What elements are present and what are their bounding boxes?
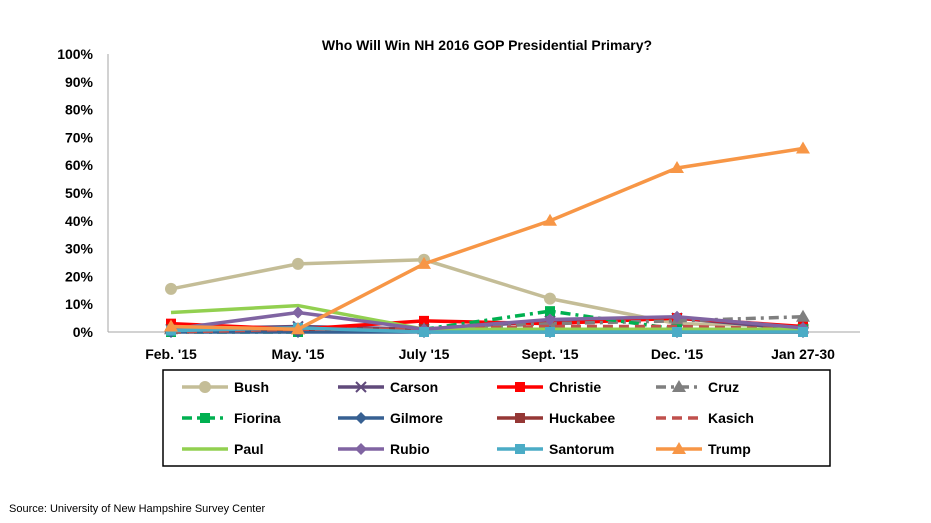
x-tick-label: July '15 — [399, 346, 450, 362]
legend-label: Santorum — [549, 441, 614, 457]
y-tick-label: 30% — [65, 241, 94, 257]
y-tick-label: 80% — [65, 102, 94, 118]
legend-label: Rubio — [390, 441, 430, 457]
legend-label: Gilmore — [390, 410, 443, 426]
legend-label: Trump — [708, 441, 751, 457]
data-point — [544, 292, 556, 305]
y-tick-label: 60% — [65, 157, 94, 173]
series-line — [170, 257, 804, 329]
data-point — [670, 160, 684, 173]
data-point — [355, 412, 367, 424]
data-point — [165, 282, 177, 295]
data-point — [199, 381, 211, 393]
legend-item-bush: Bush — [182, 379, 269, 395]
series-paul — [170, 303, 803, 331]
y-tick-label: 90% — [65, 74, 94, 90]
data-point — [672, 380, 686, 392]
series-trump — [164, 141, 810, 335]
data-point — [796, 309, 810, 322]
data-point — [796, 141, 810, 154]
data-point — [355, 443, 367, 455]
data-point — [515, 444, 525, 454]
data-point — [543, 213, 557, 226]
data-point — [545, 327, 555, 337]
data-point — [419, 327, 429, 337]
legend-label: Huckabee — [549, 410, 615, 426]
x-tick-label: Dec. '15 — [651, 346, 704, 362]
series-lines — [164, 141, 810, 338]
y-tick-label: 70% — [65, 129, 94, 145]
data-point — [798, 327, 808, 337]
data-point — [672, 442, 686, 454]
legend-label: Fiorina — [234, 410, 281, 426]
y-tick-label: 20% — [65, 268, 94, 284]
legend-label: Carson — [390, 379, 438, 395]
data-point — [545, 306, 555, 317]
y-tick-label: 40% — [65, 213, 94, 229]
chart-title: Who Will Win NH 2016 GOP Presidential Pr… — [322, 37, 652, 53]
legend-entries: Bush Carson Christie Cruz Fiorina Gilmore Huck… — [182, 379, 754, 457]
y-tick-label: 0% — [73, 324, 94, 340]
y-tick-label: 100% — [57, 46, 93, 62]
data-point — [417, 256, 431, 269]
x-tick-label: Sept. '15 — [521, 346, 578, 362]
x-tick-label: Feb. '15 — [145, 346, 197, 362]
legend-item-trump: Trump — [656, 441, 751, 457]
data-point — [292, 257, 304, 270]
source-note: Source: University of New Hampshire Surv… — [9, 503, 266, 515]
legend-item-santorum: Santorum — [497, 441, 614, 457]
data-point — [164, 319, 178, 332]
data-point — [292, 306, 304, 319]
legend-label: Kasich — [708, 410, 754, 426]
legend-label: Bush — [234, 379, 269, 395]
data-point — [544, 313, 556, 326]
legend-label: Christie — [549, 379, 601, 395]
series-line — [171, 314, 804, 331]
data-point — [672, 327, 682, 337]
legend-item-fiorina: Fiorina — [182, 410, 281, 426]
legend-item-cruz: Cruz — [656, 379, 739, 395]
data-point — [419, 315, 429, 326]
legend-item-huckabee: Huckabee — [497, 410, 615, 426]
legend-item-gilmore: Gilmore — [338, 410, 443, 426]
series-line — [170, 146, 804, 331]
data-point — [200, 413, 210, 423]
legend-item-paul: Paul — [182, 441, 264, 457]
y-tick-label: 10% — [65, 296, 94, 312]
legend-label: Paul — [234, 441, 264, 457]
legend-item-rubio: Rubio — [338, 441, 430, 457]
legend-item-christie: Christie — [497, 379, 601, 395]
legend-item-carson: Carson — [338, 379, 438, 395]
legend — [162, 369, 831, 467]
data-point — [515, 413, 525, 423]
x-tick-label: May. '15 — [272, 346, 325, 362]
legend-item-kasich: Kasich — [656, 410, 754, 426]
data-point — [355, 381, 367, 393]
data-point — [515, 382, 525, 392]
series-line — [170, 303, 803, 331]
x-tick-label: Jan 27-30 — [771, 346, 835, 362]
y-tick-labels: 0% 10% 20% 30% 40% 50% 60% 70% 80% 90% 100% — [57, 46, 93, 340]
legend-label: Cruz — [708, 379, 739, 395]
x-tick-labels: Feb. '15 May. '15 July '15 Sept. '15 Dec. '1… — [145, 346, 835, 362]
y-tick-label: 50% — [65, 185, 94, 201]
data-point — [291, 322, 305, 335]
series-line — [170, 310, 804, 331]
data-point — [671, 310, 683, 323]
